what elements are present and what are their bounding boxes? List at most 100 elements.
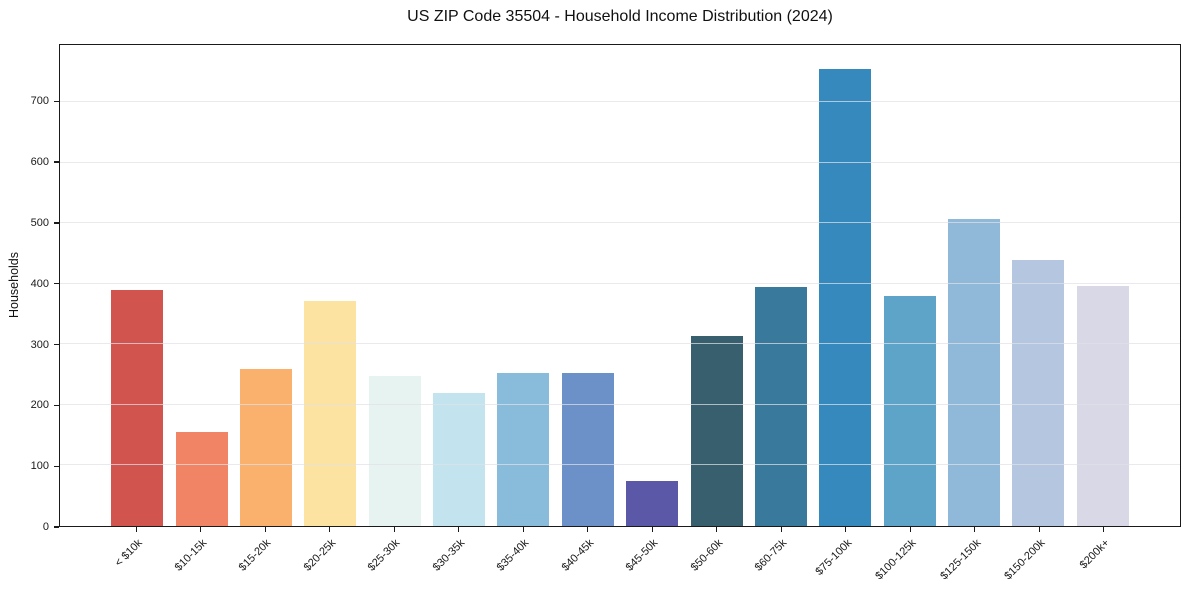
plot-area: [59, 44, 1181, 527]
bar: [175, 431, 228, 526]
y-tick: 400: [31, 278, 59, 290]
bar: [497, 372, 550, 526]
x-label-cell: $40-45k: [556, 534, 621, 590]
bar-slot: [363, 45, 427, 526]
y-tick-label: 200: [30, 399, 49, 412]
bar-slot: [813, 45, 877, 526]
x-label-cell: $45-50k: [620, 534, 685, 590]
bar: [948, 218, 1001, 526]
x-tick-label: $100-125k: [873, 537, 919, 583]
x-tick: [491, 527, 556, 533]
x-tick: [685, 527, 750, 533]
x-tick-mark: [1103, 527, 1105, 532]
y-tick: 500: [31, 217, 59, 229]
x-tick-label: $10-15k: [172, 537, 210, 574]
x-tick-mark: [393, 527, 395, 532]
bar: [690, 335, 743, 526]
y-tick-mark: [54, 222, 59, 224]
y-tick-label: 500: [30, 216, 49, 229]
x-tick-label: $75-100k: [813, 537, 855, 578]
bar-slot: [556, 45, 620, 526]
bars-container: [105, 45, 1135, 526]
bar-slot: [491, 45, 555, 526]
x-tick: [104, 527, 169, 533]
bar-slot: [749, 45, 813, 526]
bar-slot: [105, 45, 169, 526]
y-tick-label: 100: [30, 460, 49, 473]
y-tick-mark: [54, 404, 59, 406]
bar: [561, 373, 614, 526]
x-tick: [233, 527, 298, 533]
x-tick-mark: [651, 527, 653, 532]
x-tick-mark: [909, 527, 911, 532]
bar: [304, 300, 357, 526]
bar: [368, 376, 421, 526]
bar: [1012, 260, 1065, 526]
x-tick: [620, 527, 685, 533]
bar-slot: [878, 45, 942, 526]
bar: [626, 481, 679, 526]
y-tick-mark: [54, 161, 59, 163]
x-label-cell: $75-100k: [813, 534, 879, 590]
x-tick: [427, 527, 492, 533]
y-tick-mark: [54, 343, 59, 346]
bar: [1076, 286, 1129, 526]
x-tick-label: < $10k: [112, 537, 145, 570]
x-tick-mark: [587, 527, 589, 532]
x-label-cell: $35-40k: [491, 534, 556, 590]
x-tick-label: $30-35k: [430, 537, 468, 574]
bar: [111, 290, 164, 526]
x-tick: [749, 527, 814, 533]
bar: [754, 286, 807, 526]
bar-slot: [427, 45, 491, 526]
y-tick-label: 300: [30, 338, 49, 351]
x-tick: [943, 527, 1008, 533]
y-tick-label: 700: [30, 95, 49, 108]
x-tick-mark: [716, 527, 718, 532]
y-tick: 600: [31, 156, 59, 168]
x-tick-label: $50-60k: [688, 537, 726, 574]
x-label-cell: < $10k: [104, 534, 169, 590]
y-tick-mark: [54, 465, 59, 467]
x-label-cell: $150-200k: [1002, 534, 1072, 590]
x-tick-mark: [522, 527, 524, 532]
y-axis: 0 100 200 300 400 500 600 700: [0, 44, 59, 533]
bar: [883, 296, 936, 526]
bar-slot: [169, 45, 233, 526]
x-tick: [362, 527, 427, 533]
x-label-cell: $30-35k: [427, 534, 492, 590]
x-label-cell: $125-150k: [938, 534, 1008, 590]
x-tick-label: $45-50k: [624, 537, 661, 574]
x-tick-mark: [780, 527, 782, 532]
x-tick-mark: [135, 527, 137, 532]
x-tick-mark: [1038, 527, 1040, 532]
y-tick-label: 400: [30, 277, 49, 290]
y-tick-mark: [54, 526, 59, 528]
bar-slot: [684, 45, 748, 526]
x-tick-label: $15-20k: [237, 537, 274, 574]
chart-title: US ZIP Code 35504 - Household Income Dis…: [407, 8, 833, 25]
bar: [819, 68, 872, 526]
y-tick-mark: [54, 100, 59, 102]
y-tick: 700: [31, 95, 59, 107]
x-tick-label: $60-75k: [753, 537, 790, 574]
y-tick: 200: [31, 399, 59, 411]
x-tick-label: $125-150k: [937, 537, 984, 583]
x-tick: [169, 527, 234, 533]
bar: [433, 392, 486, 526]
x-label-cell: $10-15k: [169, 534, 234, 590]
y-tick: 0: [43, 521, 59, 533]
x-label-cell: $15-20k: [233, 534, 298, 590]
x-label-cell: $100-125k: [873, 534, 943, 590]
x-tick-mark: [200, 527, 202, 532]
x-tick-label: $20-25k: [301, 537, 339, 574]
x-tick: [1072, 527, 1137, 533]
x-tick-label: $40-45k: [559, 537, 597, 574]
y-tick-mark: [54, 283, 59, 285]
bar-slot: [234, 45, 298, 526]
x-tick-mark: [974, 527, 976, 532]
x-axis-ticks: [104, 527, 1136, 533]
bar-slot: [1006, 45, 1070, 526]
y-tick: 300: [31, 339, 59, 351]
